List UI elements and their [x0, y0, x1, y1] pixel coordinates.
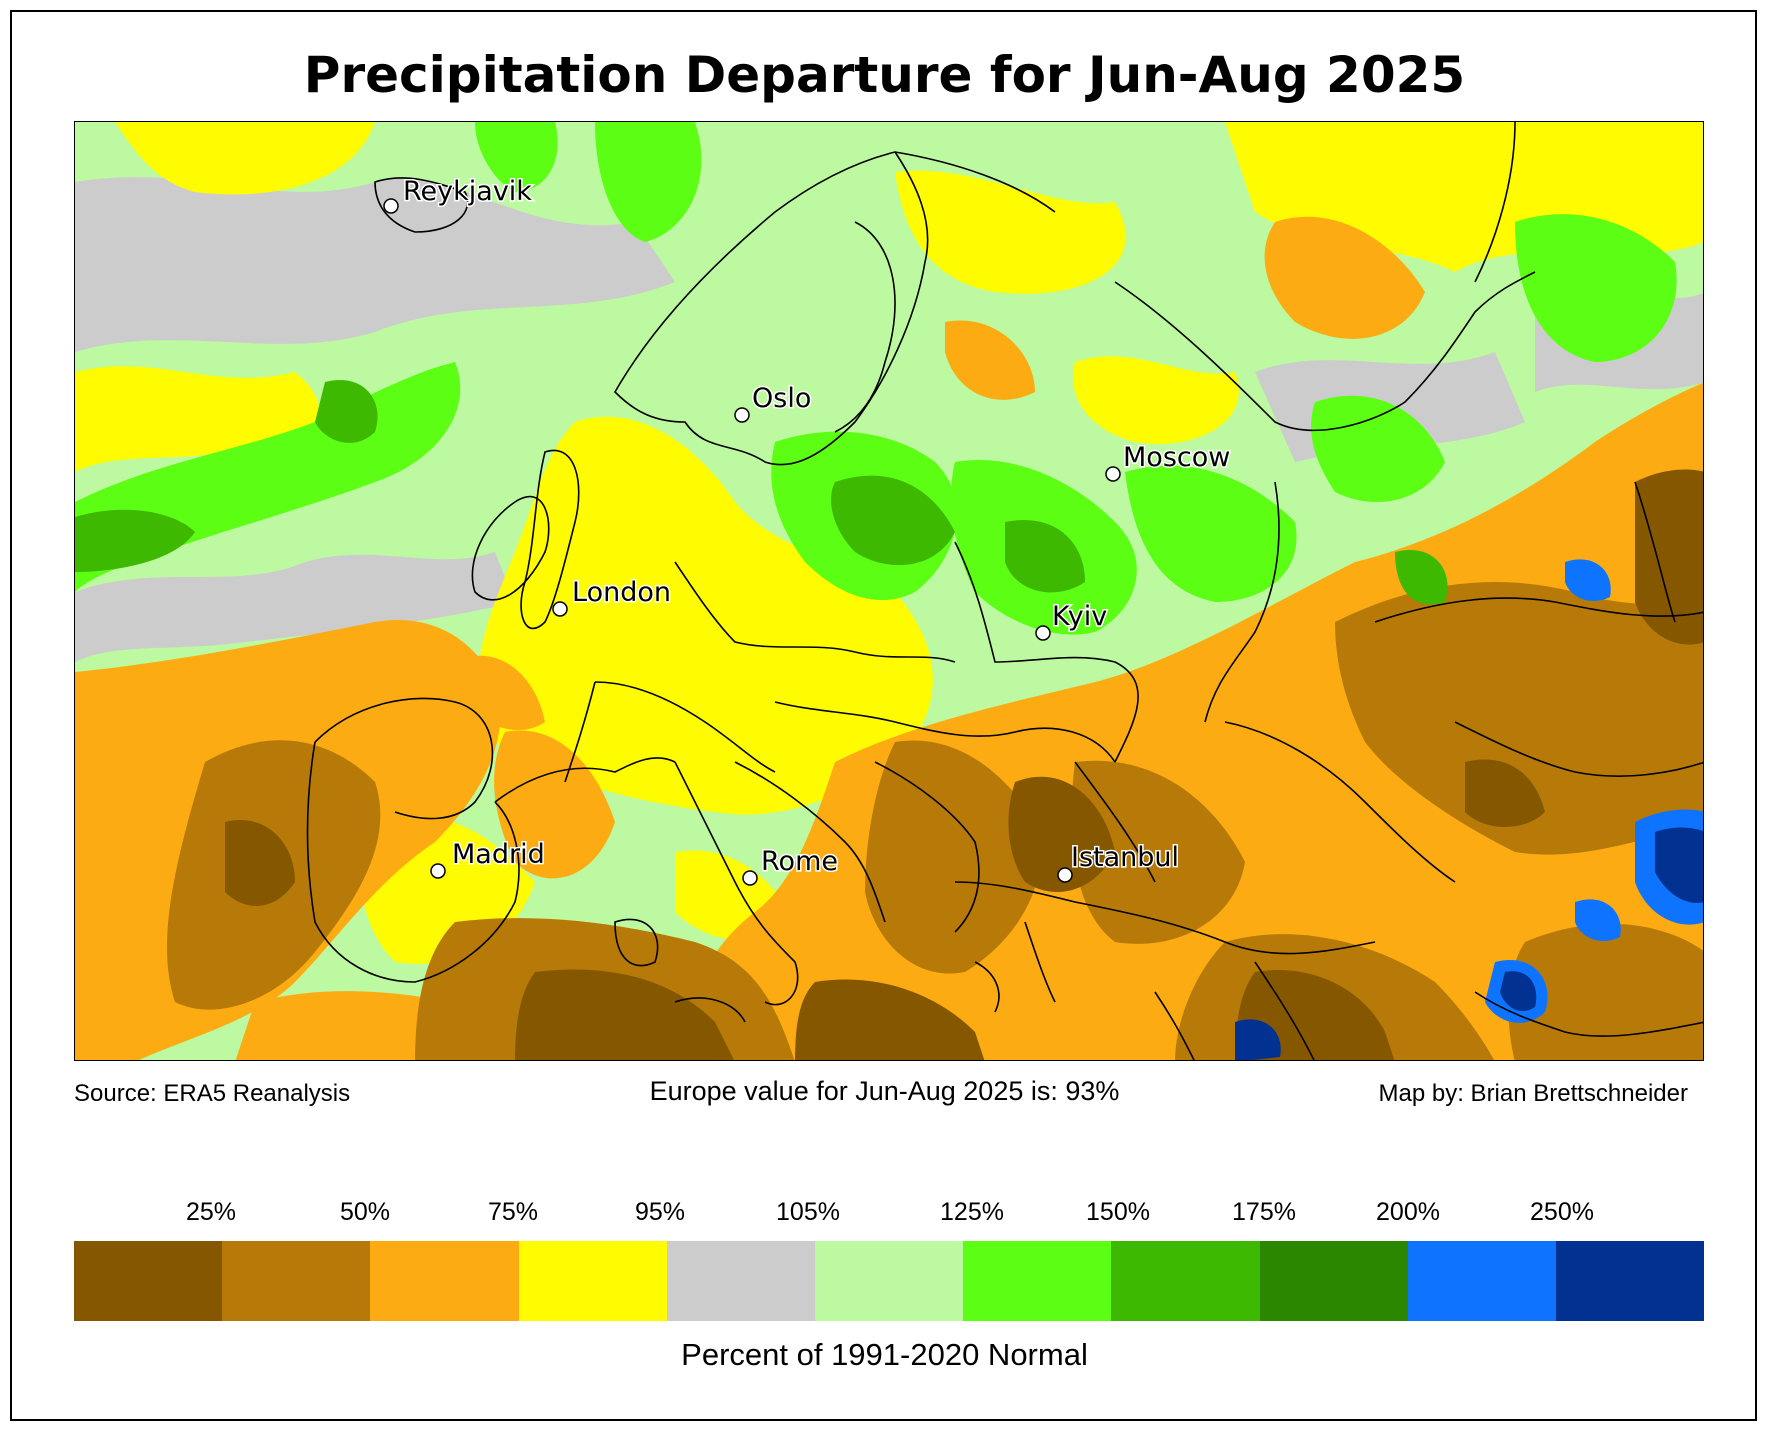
city-marker [1035, 625, 1051, 641]
colorbar-tick: 95% [634, 1198, 686, 1226]
source-text: Source: ERA5 Reanalysis [74, 1080, 351, 1107]
colorbar-tick: 50% [339, 1198, 391, 1226]
figure-frame [10, 10, 1757, 1421]
colorbar-swatch-4 [666, 1241, 815, 1321]
colorbar-tick: 105% [776, 1198, 840, 1226]
city-marker [430, 863, 446, 879]
city-marker [1057, 867, 1073, 883]
city-madrid[interactable]: Madrid [430, 838, 546, 879]
colorbar-swatch-8 [1259, 1241, 1408, 1321]
colorbar-swatch-6 [963, 1241, 1112, 1321]
region-very-wet [75, 380, 1448, 605]
colorbar-tick: 175% [1232, 1198, 1296, 1226]
city-label-oslo: Oslo [752, 383, 811, 414]
credit-text: Map by: Brian Brettschneider [1378, 1080, 1688, 1107]
colorbar-tick-labels: 25% 50% 75% 95% 105% 125% 150% 175% 200%… [0, 1198, 1769, 1234]
city-rome[interactable]: Rome [742, 845, 839, 886]
colorbar-swatch-7 [1111, 1241, 1260, 1321]
colorbar-tick: 75% [487, 1198, 539, 1226]
city-kyiv[interactable]: Kyiv [1035, 600, 1109, 641]
colorbar [74, 1241, 1705, 1321]
colorbar-tick: 200% [1376, 1198, 1440, 1226]
colorbar-swatch-9 [1407, 1241, 1556, 1321]
city-label-moscow: Moscow [1123, 442, 1230, 473]
city-label-madrid: Madrid [452, 839, 545, 870]
colorbar-swatch-1 [222, 1241, 371, 1321]
colorbar-swatch-10 [1555, 1241, 1705, 1321]
colorbar-tick: 150% [1086, 1198, 1150, 1226]
city-reykjavik[interactable]: Reykjavik [383, 175, 534, 214]
city-marker [742, 870, 758, 886]
city-oslo[interactable]: Oslo [734, 382, 813, 423]
colorbar-tick: 250% [1530, 1198, 1594, 1226]
city-london[interactable]: London [552, 576, 672, 617]
precipitation-map: Reykjavik Oslo Moscow London Kyiv Madrid [74, 121, 1704, 1061]
city-marker [552, 601, 568, 617]
city-label-rome: Rome [761, 846, 838, 877]
city-label-london: London [572, 577, 671, 608]
city-marker [734, 407, 750, 423]
colorbar-swatch-5 [814, 1241, 964, 1321]
colorbar-tick: 125% [940, 1198, 1004, 1226]
summary-text: Europe value for Jun-Aug 2025 is: 93% [649, 1076, 1120, 1106]
colorbar-swatch-0 [74, 1241, 223, 1321]
city-label-istanbul: Istanbul [1071, 842, 1179, 873]
colorbar-tick: 25% [185, 1198, 237, 1226]
city-istanbul[interactable]: Istanbul [1057, 841, 1181, 883]
city-marker [1105, 466, 1121, 482]
city-markers: Reykjavik Oslo Moscow London Kyiv Madrid [383, 175, 1232, 886]
city-label-reykjavik: Reykjavik [403, 176, 532, 207]
colorbar-swatch-2 [370, 1241, 519, 1321]
map-title: Precipitation Departure for Jun-Aug 2025 [303, 46, 1466, 104]
city-label-kyiv: Kyiv [1052, 601, 1107, 632]
colorbar-swatch-3 [518, 1241, 667, 1321]
colorbar-title: Percent of 1991-2020 Normal [681, 1337, 1088, 1372]
coastlines-borders [306, 122, 1703, 1060]
city-marker [383, 198, 399, 214]
city-moscow[interactable]: Moscow [1105, 441, 1232, 482]
